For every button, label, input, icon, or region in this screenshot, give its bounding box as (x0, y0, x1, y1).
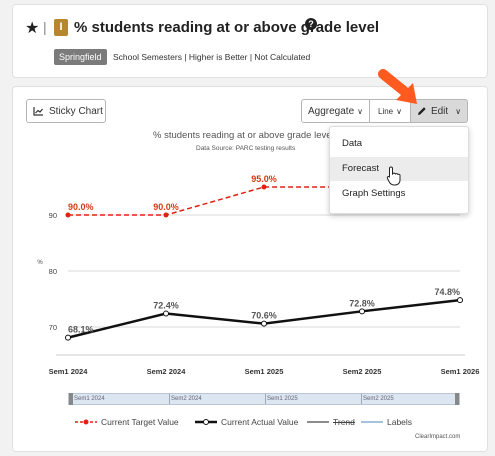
chevron-down-icon: ∨ (455, 106, 462, 116)
sticky-chart-label: Sticky Chart (49, 105, 103, 117)
legend-item-actual[interactable]: Current Actual Value (195, 417, 298, 427)
sticky-chart-button[interactable]: Sticky Chart (26, 99, 106, 123)
chart-subtitle: Data Source: PARC testing results (196, 145, 296, 152)
data-label: 90.0% (68, 202, 94, 212)
star-icon[interactable]: ★ (25, 20, 40, 37)
navigator-label: Sem2 2025 (363, 396, 394, 402)
legend-item-labels[interactable]: Labels (361, 417, 412, 427)
y-tick-label: 80 (49, 267, 57, 276)
measure-meta: School Semesters | Higher is Better | No… (113, 52, 311, 62)
edit-label: Edit (430, 105, 449, 117)
navigator-tick (361, 394, 362, 404)
data-label: 90.0% (153, 202, 179, 212)
indicator-badge: I (54, 19, 68, 36)
actual-data-point (457, 297, 463, 304)
target-data-point (261, 184, 267, 190)
separator: | (43, 19, 47, 35)
target-series-marker (75, 419, 97, 425)
chevron-down-icon: ∨ (357, 106, 363, 116)
line-chart: 70 80 90% Sem1 2024 Sem2 2024 Sem1 2025 Sem2 2… (37, 174, 480, 376)
x-tick-label: Sem2 2024 (147, 367, 187, 376)
x-tick-label: Sem1 2025 (245, 367, 284, 376)
legend-item-trend[interactable]: Trend (307, 417, 355, 427)
help-icon[interactable]: ? (305, 18, 317, 30)
chart-panel: Sticky Chart Aggregate ∨ Line ∨ Edit ∨ %… (12, 86, 488, 452)
y-axis-label: % (37, 260, 43, 266)
navigator-right-handle[interactable] (455, 393, 459, 405)
data-label: 74.8% (434, 287, 460, 297)
actual-data-point (65, 334, 71, 341)
navigator-tick (169, 394, 170, 404)
x-tick-label: Sem1 2026 (441, 367, 480, 376)
legend-item-target[interactable]: Current Target Value (75, 417, 179, 427)
legend-label: Labels (387, 417, 413, 427)
chart-title: % students reading at or above grade lev… (153, 130, 334, 141)
actual-series-marker (195, 419, 217, 425)
line-chart-icon (33, 106, 43, 116)
aggregate-label: Aggregate (307, 105, 355, 117)
page-title: % students reading at or above grade lev… (74, 19, 380, 36)
menu-item-data[interactable]: Data (342, 138, 363, 149)
location-tag[interactable]: Springfield (54, 49, 107, 65)
navigator-label: Sem2 2024 (171, 396, 202, 402)
chart-type-label: Line (378, 106, 394, 116)
labels-series-marker (361, 421, 383, 423)
legend-label: Current Actual Value (221, 417, 299, 427)
edit-menu: Data Forecast Graph Settings (329, 126, 469, 214)
data-label: 72.4% (153, 301, 179, 311)
chevron-down-icon: ∨ (396, 106, 402, 116)
actual-data-point (261, 320, 267, 327)
credit-text[interactable]: ClearImpact.com (415, 434, 461, 440)
legend-label: Current Target Value (101, 417, 179, 427)
y-tick-label: 70 (49, 323, 57, 332)
data-label: 72.8% (349, 298, 375, 308)
scorecard-header: ★ | I % students reading at or above gra… (12, 4, 488, 78)
pencil-icon (417, 107, 426, 115)
legend-label: Trend (333, 417, 355, 427)
data-label: 68.1% (68, 325, 94, 335)
x-tick-label: Sem2 2025 (343, 367, 382, 376)
actual-data-point (163, 310, 169, 317)
hand-cursor-icon (386, 166, 401, 186)
data-label: 70.6% (251, 311, 277, 321)
y-tick-label: 90 (49, 211, 57, 220)
x-tick-label: Sem1 2024 (49, 367, 89, 376)
trend-series-marker (307, 421, 329, 423)
range-navigator[interactable]: Sem1 2024 Sem2 2024 Sem1 2025 Sem2 2025 (68, 393, 460, 405)
edit-dropdown[interactable]: Edit ∨ (410, 99, 468, 123)
navigator-left-handle[interactable] (69, 393, 73, 405)
navigator-label: Sem1 2024 (74, 396, 105, 402)
target-data-point (163, 212, 169, 218)
menu-item-graph-settings[interactable]: Graph Settings (342, 188, 406, 199)
actual-data-point (359, 308, 365, 315)
navigator-tick (265, 394, 266, 404)
target-data-point (65, 212, 71, 218)
data-label: 95.0% (251, 174, 277, 184)
navigator-label: Sem1 2025 (267, 396, 298, 402)
